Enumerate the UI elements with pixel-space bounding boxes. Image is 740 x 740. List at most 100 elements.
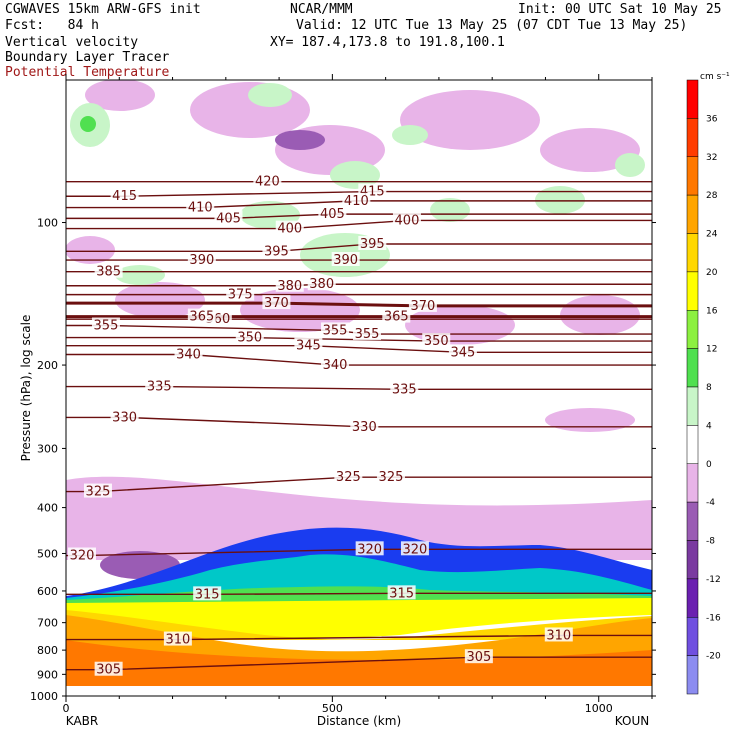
colorbar-swatch	[686, 310, 699, 349]
theta-label: 390	[333, 253, 358, 268]
theta-label-bg	[294, 337, 323, 352]
colorbar-swatch	[686, 156, 699, 196]
theta-contour-370	[66, 301, 652, 308]
theta-label: 325	[379, 470, 404, 485]
header-field-boundary-layer-tracer: Boundary Layer Tracer	[5, 50, 170, 65]
theta-label-bg	[352, 326, 381, 341]
theta-label-bg	[187, 252, 216, 267]
theta-label-bg	[110, 188, 139, 203]
colorbar-swatch	[686, 79, 699, 119]
ascent-area	[392, 125, 428, 145]
theta-label-bg	[214, 210, 243, 225]
theta-label-bg	[186, 199, 215, 214]
descent-area	[540, 128, 640, 172]
colorbar: -20 -16 -12 -8 -4 0 4 8 12 16 20 24 28 32 36	[686, 79, 721, 695]
theta-label-bg	[392, 212, 421, 227]
theta-label: 340	[176, 348, 201, 363]
colorbar-label: -12	[706, 575, 721, 585]
theta-label-bg	[321, 357, 350, 372]
y-tick-label: 900	[37, 668, 58, 681]
plot-frame	[65, 79, 653, 697]
theta-label: 400	[395, 213, 420, 228]
theta-label: 420	[255, 175, 280, 190]
theta-label-bg	[91, 317, 120, 332]
theta-label: 400	[277, 222, 302, 237]
theta-label: 355	[355, 327, 380, 342]
theta-label: 370	[411, 299, 436, 314]
colorbar-label: 32	[706, 153, 717, 163]
boundary-layer-gold	[66, 610, 652, 640]
theta-label: 330	[352, 420, 377, 435]
theta-label-bg	[318, 206, 347, 221]
theta-label: 415	[112, 189, 137, 204]
theta-label-bg	[331, 252, 360, 267]
theta-label: 355	[323, 323, 348, 338]
theta-label-bg	[355, 541, 384, 556]
x-tick-label: 0	[63, 702, 70, 715]
header-forecast-hour: Fcst: 84 h	[5, 18, 99, 33]
theta-contour-395	[66, 243, 652, 252]
theta-label: 335	[392, 382, 417, 397]
theta-label-bg	[83, 483, 112, 498]
theta-label: 405	[216, 211, 241, 226]
header-valid-time: Valid: 12 UTC Tue 13 May 25 (07 CDT Tue …	[296, 18, 688, 33]
theta-label: 365	[189, 310, 214, 325]
theta-label-bg	[235, 329, 264, 344]
theta-label: 395	[264, 244, 289, 259]
colorbar-label: 28	[706, 191, 718, 201]
colorbar-label: -8	[706, 537, 715, 547]
theta-label: 350	[424, 334, 449, 349]
y-tick-label: 700	[37, 617, 58, 630]
header-field-vertical-velocity: Vertical velocity	[5, 35, 139, 50]
theta-label: 375	[228, 288, 253, 303]
theta-label-bg	[376, 469, 405, 484]
theta-label: 310	[546, 628, 571, 643]
theta-label-bg	[94, 661, 123, 676]
descent-area	[66, 236, 115, 264]
theta-contour-310	[66, 634, 652, 641]
header-center: NCAR/MMM	[290, 2, 353, 17]
theta-contour-415	[66, 190, 652, 197]
theta-contour-335	[66, 385, 652, 390]
theta-label-bg	[67, 547, 96, 562]
y-tick-label: 200	[37, 359, 58, 372]
theta-label: 315	[195, 587, 220, 602]
header-init-time: Init: 00 UTC Sat 10 May 25	[518, 2, 722, 17]
header-cross-section-endpoints: XY= 187.4,173.8 to 191.8,100.1	[270, 35, 505, 50]
descent-area	[400, 90, 540, 150]
colorbar-label: -4	[706, 498, 715, 508]
theta-label: 370	[264, 296, 289, 311]
y-axis-label: Pressure (hPa), log scale	[19, 315, 33, 462]
colorbar-label: 16	[706, 306, 718, 316]
theta-label: 365	[384, 310, 409, 325]
theta-label-bg	[387, 585, 416, 600]
theta-label-bg	[464, 649, 493, 664]
theta-label: 380	[309, 277, 334, 292]
y-tick-label: 500	[37, 547, 58, 560]
colorbar-swatch	[686, 118, 699, 157]
theta-contour-345	[66, 344, 652, 354]
colorbar-swatch	[686, 425, 699, 464]
colorbar-swatch	[686, 233, 699, 273]
x-axis-label: Distance (km)	[317, 714, 401, 728]
descent-band	[66, 476, 652, 560]
theta-label: 345	[450, 345, 475, 360]
descent-area	[85, 80, 155, 111]
theta-contour-400	[66, 219, 652, 230]
theta-label: 325	[336, 470, 361, 485]
theta-label-bg	[174, 346, 203, 361]
vertical-velocity-field	[66, 80, 652, 686]
x-axis: 0 500 1000	[63, 74, 653, 715]
theta-label: 325	[86, 485, 111, 500]
theta-contour-405	[66, 213, 652, 220]
theta-label-bg	[390, 381, 419, 396]
colorbar-swatch	[686, 194, 699, 234]
theta-label-bg	[163, 631, 192, 646]
theta-label-bg	[408, 297, 437, 312]
theta-label-bg	[193, 586, 222, 601]
theta-label: 410	[344, 194, 369, 209]
colorbar-label: 20	[706, 268, 718, 278]
theta-label-bg	[110, 409, 139, 424]
theta-label-bg	[382, 308, 411, 323]
theta-label-bg	[226, 286, 255, 301]
